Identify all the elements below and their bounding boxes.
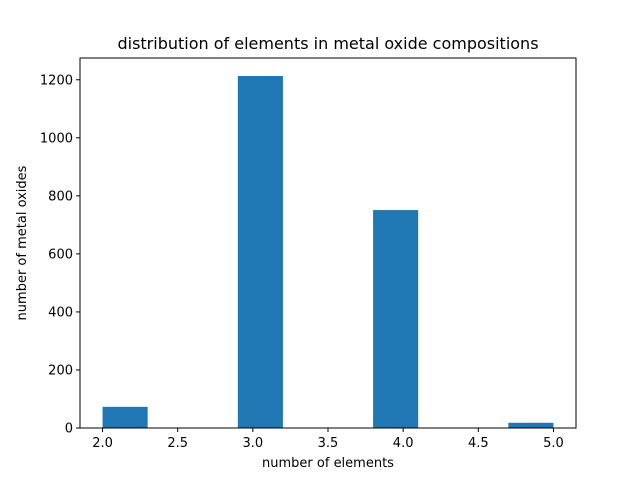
y-axis-label: number of metal oxides bbox=[15, 165, 30, 320]
y-tick-label: 800 bbox=[48, 189, 73, 204]
chart-title: distribution of elements in metal oxide … bbox=[117, 34, 538, 53]
x-tick-label: 4.0 bbox=[393, 436, 414, 451]
x-axis-ticks: 2.0 2.5 3.0 3.5 4.0 4.5 5.0 bbox=[92, 428, 564, 451]
x-axis-label: number of elements bbox=[262, 456, 394, 471]
y-tick-label: 1000 bbox=[40, 131, 73, 146]
histogram-bar-0 bbox=[102, 406, 148, 428]
y-tick-label: 600 bbox=[48, 247, 73, 262]
x-tick-label: 5.0 bbox=[543, 436, 564, 451]
y-tick-label: 0 bbox=[65, 422, 73, 437]
axes-frame bbox=[79, 57, 577, 429]
x-tick-label: 3.5 bbox=[318, 436, 339, 451]
y-tick-label: 400 bbox=[48, 305, 73, 320]
bars-group bbox=[102, 75, 554, 429]
histogram-bar-6 bbox=[373, 210, 419, 428]
x-tick-label: 4.5 bbox=[468, 436, 489, 451]
y-axis-ticks: 0 200 400 600 800 1000 1200 bbox=[40, 73, 80, 437]
x-tick-label: 2.0 bbox=[92, 436, 113, 451]
y-tick-label: 200 bbox=[48, 363, 73, 378]
histogram-bar-3 bbox=[237, 75, 283, 429]
x-tick-label: 2.5 bbox=[167, 436, 188, 451]
histogram-bar-9 bbox=[508, 422, 554, 428]
y-tick-label: 1200 bbox=[40, 73, 73, 88]
x-tick-label: 3.0 bbox=[243, 436, 264, 451]
